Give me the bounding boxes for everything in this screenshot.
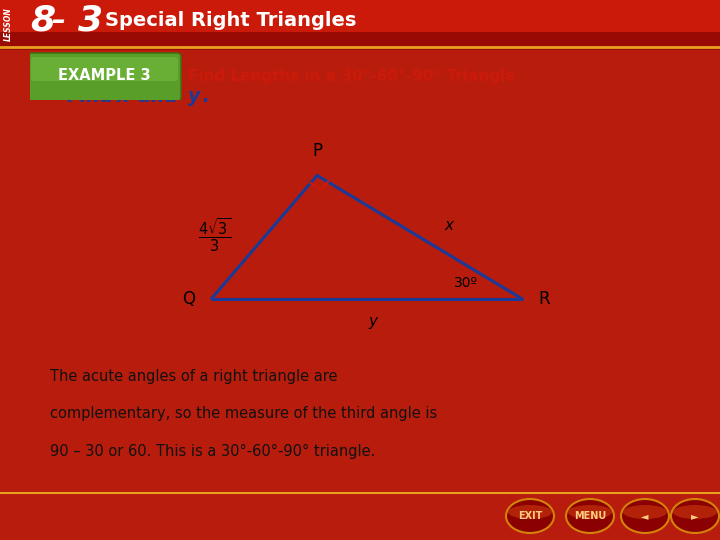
Ellipse shape (566, 499, 614, 533)
Text: 30º: 30º (454, 276, 477, 290)
Text: The acute angles of a right triangle are: The acute angles of a right triangle are (50, 369, 337, 384)
FancyBboxPatch shape (31, 57, 178, 81)
Ellipse shape (671, 499, 719, 533)
Text: –: – (51, 7, 65, 35)
Ellipse shape (508, 505, 552, 519)
Text: x: x (445, 219, 454, 233)
Text: ►: ► (691, 511, 698, 521)
Text: y: y (189, 87, 201, 106)
Text: y: y (369, 314, 378, 329)
Text: Find Lengths in a 30°-60°-90° Triangle: Find Lengths in a 30°-60°-90° Triangle (188, 69, 516, 84)
Text: ◄: ◄ (642, 511, 649, 521)
Text: and: and (131, 87, 184, 106)
Text: 3: 3 (78, 4, 103, 38)
Text: $\dfrac{4\sqrt{3}}{3}$: $\dfrac{4\sqrt{3}}{3}$ (198, 216, 231, 253)
Ellipse shape (506, 499, 554, 533)
Text: R: R (539, 289, 550, 308)
Text: MENU: MENU (574, 511, 606, 521)
Text: 90 – 30 or 60. This is a 30°-60°-90° triangle.: 90 – 30 or 60. This is a 30°-60°-90° tri… (50, 444, 375, 459)
Bar (0, 0, 720, 32)
FancyBboxPatch shape (28, 53, 181, 101)
Text: EXIT: EXIT (518, 511, 542, 521)
Text: Find: Find (66, 87, 119, 106)
Ellipse shape (673, 505, 717, 519)
Text: complementary, so the measure of the third angle is: complementary, so the measure of the thi… (50, 407, 437, 421)
Ellipse shape (568, 505, 612, 519)
Text: Special Right Triangles: Special Right Triangles (105, 11, 356, 30)
Text: x: x (117, 87, 129, 106)
Text: 8: 8 (30, 4, 55, 38)
Text: Q: Q (182, 289, 195, 308)
Text: .: . (201, 87, 208, 106)
Ellipse shape (623, 505, 667, 519)
Ellipse shape (621, 499, 669, 533)
Text: EXAMPLE 3: EXAMPLE 3 (58, 69, 150, 84)
Text: P: P (312, 142, 322, 160)
Text: LESSON: LESSON (4, 8, 12, 42)
